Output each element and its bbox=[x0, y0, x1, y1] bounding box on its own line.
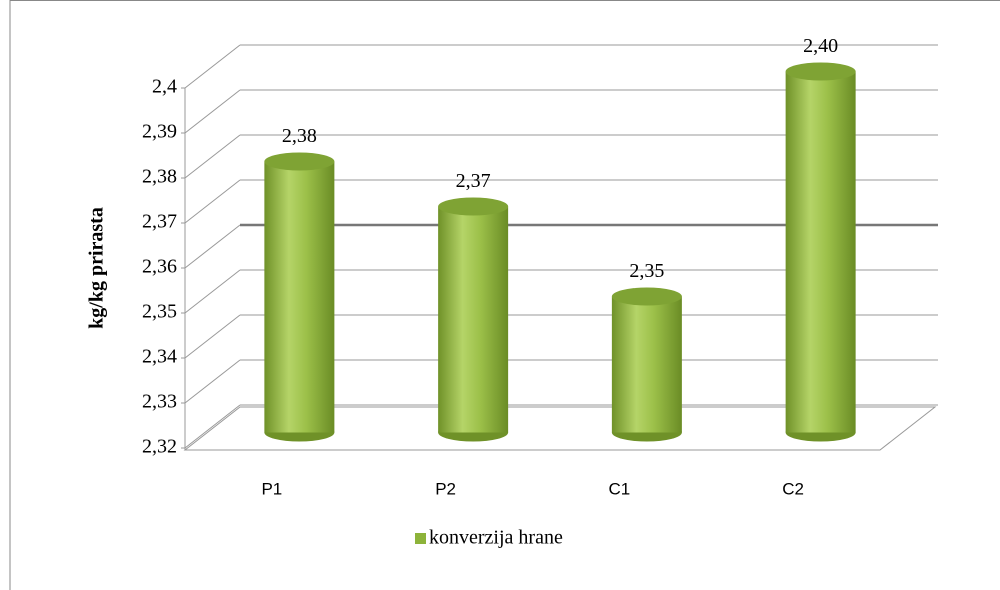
y-tick-label: 2,4 bbox=[152, 76, 177, 98]
y-tick-label: 2,38 bbox=[142, 166, 177, 188]
grid-line bbox=[184, 179, 241, 224]
y-tick-label: 2,33 bbox=[142, 391, 177, 413]
legend-label: konverzija hrane bbox=[429, 527, 563, 549]
bar bbox=[611, 296, 682, 433]
grid-line bbox=[184, 134, 241, 179]
floor bbox=[183, 406, 937, 451]
y-axis-label: kg/kg prirasta bbox=[86, 207, 108, 329]
y-tick-label: 2,32 bbox=[142, 436, 177, 458]
bar-top bbox=[611, 287, 682, 306]
data-label: 2,38 bbox=[282, 125, 317, 147]
frame bbox=[9, 0, 1000, 590]
grid-line bbox=[184, 224, 241, 269]
x-tick-label: C2 bbox=[782, 479, 804, 498]
y-tick-label: 2,36 bbox=[142, 256, 177, 278]
data-label: 2,37 bbox=[456, 170, 491, 192]
grid-line bbox=[184, 44, 241, 89]
x-tick-label: C1 bbox=[609, 479, 631, 498]
legend-swatch bbox=[415, 533, 426, 544]
y-tick-label: 2,34 bbox=[142, 346, 177, 368]
grid-line bbox=[184, 359, 241, 404]
y-tick-label: 2,39 bbox=[142, 121, 177, 143]
bar bbox=[264, 161, 335, 433]
y-tick-label: 2,35 bbox=[142, 301, 177, 323]
bar-top bbox=[438, 197, 509, 216]
x-tick-label: P1 bbox=[261, 479, 282, 498]
y-tick-label: 2,37 bbox=[142, 211, 177, 233]
bar-top bbox=[785, 62, 856, 81]
bar bbox=[438, 206, 509, 433]
x-tick-label: P2 bbox=[435, 479, 456, 498]
data-label: 2,35 bbox=[629, 260, 664, 282]
bar bbox=[785, 71, 856, 433]
grid-line bbox=[184, 314, 241, 359]
bar-top bbox=[264, 152, 335, 171]
grid-line bbox=[184, 404, 241, 449]
data-label: 2,40 bbox=[803, 35, 838, 57]
grid-line bbox=[184, 269, 241, 314]
grid-line bbox=[184, 89, 241, 134]
